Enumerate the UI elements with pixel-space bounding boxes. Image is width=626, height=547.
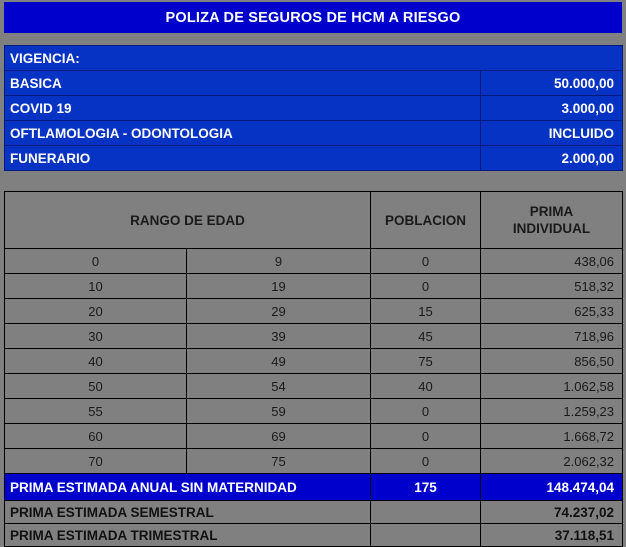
table-row: 55 59 0 1.259,23	[4, 398, 624, 424]
cell-age-from: 20	[4, 298, 187, 324]
cell-age-from: 10	[4, 273, 187, 299]
cell-age-from: 70	[4, 448, 187, 474]
cell-premium: 438,06	[480, 248, 624, 274]
table-header-row: RANGO DE EDAD POBLACION PRIMA INDIVIDUAL	[3, 191, 624, 249]
cell-age-to: 69	[185, 423, 372, 449]
cell-population: 75	[370, 348, 482, 374]
table-row: 20 29 15 625,33	[4, 298, 624, 324]
total-quarterly-value: 37.118,51	[480, 523, 624, 547]
coverage-value: 2.000,00	[479, 145, 624, 171]
total-quarterly-population	[370, 523, 482, 547]
cell-premium: 625,33	[480, 298, 624, 324]
total-annual-label: PRIMA ESTIMADA ANUAL SIN MATERNIDAD	[3, 473, 372, 501]
cell-age-to: 59	[185, 398, 372, 424]
total-row-semiannual: PRIMA ESTIMADA SEMESTRAL 74.237,02	[3, 500, 624, 524]
total-semiannual-population	[370, 500, 482, 524]
cell-population: 45	[370, 323, 482, 349]
column-header-age-range: RANGO DE EDAD	[3, 191, 372, 249]
coverage-label: COVID 19	[4, 95, 481, 121]
coverage-row: OFTLAMOLOGIA - ODONTOLOGIA INCLUIDO	[4, 120, 624, 146]
cell-premium: 718,96	[480, 323, 624, 349]
cell-age-to: 49	[185, 348, 372, 374]
table-row: 50 54 40 1.062,58	[4, 373, 624, 399]
cell-age-from: 40	[4, 348, 187, 374]
cell-population: 0	[370, 273, 482, 299]
coverage-table: VIGENCIA: BASICA 50.000,00 COVID 19 3.00…	[3, 45, 624, 171]
cell-age-to: 54	[185, 373, 372, 399]
premium-table: RANGO DE EDAD POBLACION PRIMA INDIVIDUAL…	[3, 191, 624, 547]
total-row-annual: PRIMA ESTIMADA ANUAL SIN MATERNIDAD 175 …	[3, 473, 624, 501]
cell-premium: 1.062,58	[480, 373, 624, 399]
cell-age-to: 9	[185, 248, 372, 274]
cell-age-from: 60	[4, 423, 187, 449]
cell-age-from: 30	[4, 323, 187, 349]
table-row: 0 9 0 438,06	[4, 248, 624, 274]
coverage-row: BASICA 50.000,00	[4, 70, 624, 96]
total-semiannual-label: PRIMA ESTIMADA SEMESTRAL	[3, 500, 372, 524]
coverage-heading: VIGENCIA:	[3, 45, 624, 71]
cell-population: 40	[370, 373, 482, 399]
cell-age-from: 50	[4, 373, 187, 399]
total-annual-population: 175	[370, 473, 482, 501]
cell-premium: 856,50	[480, 348, 624, 374]
cell-age-from: 0	[4, 248, 187, 274]
coverage-value: 3.000,00	[479, 95, 624, 121]
coverage-value: INCLUIDO	[479, 120, 624, 146]
total-quarterly-label: PRIMA ESTIMADA TRIMESTRAL	[3, 523, 372, 547]
cell-age-to: 19	[185, 273, 372, 299]
document-title: POLIZA DE SEGUROS DE HCM A RIESGO	[4, 2, 622, 33]
cell-age-to: 75	[185, 448, 372, 474]
cell-population: 0	[370, 248, 482, 274]
cell-premium: 518,32	[480, 273, 624, 299]
table-row: 60 69 0 1.668,72	[4, 423, 624, 449]
coverage-row: FUNERARIO 2.000,00	[4, 145, 624, 171]
total-semiannual-value: 74.237,02	[480, 500, 624, 524]
cell-premium: 1.259,23	[480, 398, 624, 424]
coverage-label: BASICA	[4, 70, 481, 96]
total-annual-value: 148.474,04	[480, 473, 624, 501]
cell-population: 0	[370, 448, 482, 474]
cell-population: 0	[370, 398, 482, 424]
cell-premium: 1.668,72	[480, 423, 624, 449]
coverage-value: 50.000,00	[479, 70, 624, 96]
column-header-premium-line1: PRIMA	[529, 204, 574, 219]
table-row: 70 75 0 2.062,32	[4, 448, 624, 474]
coverage-heading-row: VIGENCIA:	[3, 45, 624, 71]
cell-population: 15	[370, 298, 482, 324]
coverage-row: COVID 19 3.000,00	[4, 95, 624, 121]
cell-age-to: 29	[185, 298, 372, 324]
cell-premium: 2.062,32	[480, 448, 624, 474]
table-row: 40 49 75 856,50	[4, 348, 624, 374]
column-header-population: POBLACION	[370, 191, 482, 249]
column-header-premium-line2: INDIVIDUAL	[512, 221, 591, 236]
cell-population: 0	[370, 423, 482, 449]
cell-age-from: 55	[4, 398, 187, 424]
total-row-quarterly: PRIMA ESTIMADA TRIMESTRAL 37.118,51	[3, 523, 624, 547]
column-header-premium: PRIMA INDIVIDUAL	[480, 191, 624, 249]
table-row: 30 39 45 718,96	[4, 323, 624, 349]
coverage-label: FUNERARIO	[4, 145, 481, 171]
coverage-label: OFTLAMOLOGIA - ODONTOLOGIA	[4, 120, 481, 146]
table-row: 10 19 0 518,32	[4, 273, 624, 299]
cell-age-to: 39	[185, 323, 372, 349]
